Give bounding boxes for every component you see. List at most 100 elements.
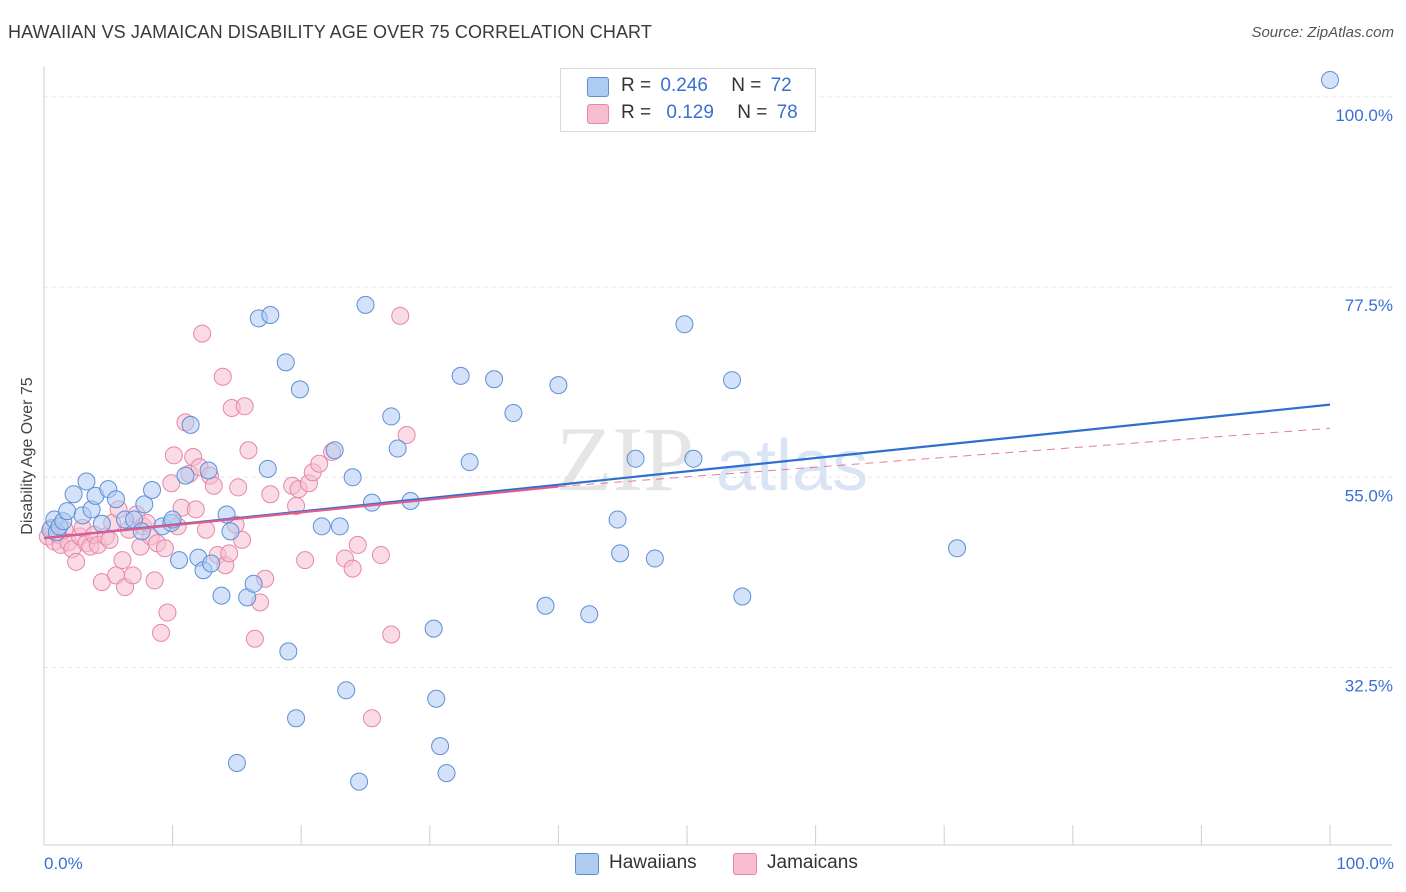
hawaiian-point	[608, 510, 627, 529]
y-tick-label: 32.5%	[1345, 676, 1393, 695]
hawaiian-point	[388, 439, 407, 458]
hawaiian-point	[261, 305, 280, 324]
hawaiian-point	[645, 549, 664, 568]
n-label: N =	[731, 75, 762, 96]
jamaican-point	[162, 474, 181, 493]
hawaiian-point	[504, 404, 523, 423]
x-tick-label-max: 100.0%	[1336, 854, 1394, 873]
hawaiian-point	[948, 539, 967, 558]
jamaican-point	[193, 324, 212, 343]
hawaiian-point	[1321, 71, 1339, 89]
jamaican-point	[310, 454, 329, 473]
hawaiian-point	[64, 485, 83, 504]
hawaiian-point	[279, 642, 298, 661]
jamaican-point	[197, 520, 216, 539]
jamaican-point	[113, 551, 132, 570]
hawaiian-point	[611, 544, 630, 563]
jamaican-point	[158, 603, 177, 622]
hawaiian-point	[227, 754, 246, 773]
y-tick-label: 100.0%	[1335, 106, 1393, 125]
hawaiian-point	[549, 376, 568, 395]
hawaiian-point	[221, 522, 240, 541]
hawaiian-point	[424, 619, 443, 638]
jamaican-point	[213, 367, 232, 386]
jamaican-point	[391, 306, 410, 325]
trendlines	[43, 403, 1331, 540]
hawaiian-point	[212, 586, 231, 605]
jamaican-point	[123, 566, 142, 585]
hawaiian-point	[132, 522, 151, 541]
hawaiian-point	[485, 370, 504, 389]
hawaiian-point	[181, 415, 200, 434]
r-value-jamaicans: 0.129	[666, 102, 714, 123]
jamaican-point	[239, 441, 258, 460]
hawaiian-point	[356, 295, 375, 314]
correlation-legend: R = 0.246 N = 72 R = 0.129 N = 78	[560, 68, 816, 132]
y-tick-label: 55.0%	[1345, 486, 1393, 505]
hawaiian-point	[92, 514, 111, 533]
hawaiian-point	[244, 574, 263, 593]
hawaiian-point	[382, 407, 401, 426]
hawaiian-point	[427, 689, 446, 708]
jamaican-point	[371, 546, 390, 565]
jamaican-point	[245, 629, 264, 648]
jamaican-point	[296, 551, 315, 570]
hawaiian-point	[107, 490, 126, 509]
hawaiian-point	[536, 596, 555, 615]
n-value-hawaiians: 72	[770, 75, 792, 96]
n-label: N =	[737, 102, 768, 123]
jamaican-point	[100, 530, 119, 549]
hawaiian-point	[325, 441, 344, 460]
watermark-zip: ZIP	[556, 408, 694, 510]
hawaiian-point	[675, 315, 694, 334]
hawaiian-point	[437, 764, 456, 783]
jamaican-point	[186, 500, 205, 519]
r-value-hawaiians: 0.246	[660, 75, 708, 96]
hawaiian-legend-swatch	[575, 853, 599, 875]
n-value-jamaicans: 78	[776, 102, 798, 123]
legend-label-jamaicans: Jamaicans	[767, 852, 858, 873]
hawaiian-point	[58, 502, 77, 521]
jamaican-point	[382, 625, 401, 644]
hawaiian-point	[199, 461, 218, 480]
hawaiian-point	[684, 449, 703, 468]
hawaiian-point	[723, 371, 742, 390]
jamaican-point	[397, 426, 416, 445]
hawaiian-point	[77, 472, 96, 491]
y-tick-label: 77.5%	[1345, 296, 1393, 315]
hawaiian-point	[258, 459, 277, 478]
hawaiian-point	[337, 681, 356, 700]
source-label: Source: ZipAtlas.com	[1251, 24, 1394, 41]
jamaican-point	[164, 446, 183, 465]
jamaican-point	[235, 397, 254, 416]
hawaiian-point	[431, 737, 450, 756]
hawaiian-point	[287, 709, 306, 728]
hawaiian-swatch	[587, 77, 609, 97]
jamaican-point	[67, 552, 86, 571]
axes	[43, 66, 1392, 846]
r-label: R =	[621, 102, 652, 123]
jamaican-point	[362, 709, 381, 728]
jamaican-point	[220, 544, 239, 563]
hawaiian-point	[460, 453, 479, 472]
hawaiian-point	[202, 554, 221, 573]
hawaiian-point	[733, 587, 752, 606]
hawaiian-point	[330, 517, 349, 536]
hawaiian-point	[143, 480, 162, 499]
hawaiian-point	[580, 605, 599, 624]
jamaican-point	[348, 535, 367, 554]
jamaican-point	[343, 559, 362, 578]
hawaiian-point	[176, 466, 195, 485]
tick-labels: 32.5% 55.0% 77.5% 100.0% 0.0% 100.0%	[44, 106, 1394, 873]
jamaican-point	[152, 623, 171, 642]
jamaican-point	[229, 478, 248, 497]
hawaiian-point	[170, 551, 189, 570]
hawaiian-point	[343, 468, 362, 487]
jamaican-point	[204, 476, 223, 495]
hawaiian-point	[290, 380, 309, 399]
hawaiian-point	[350, 772, 369, 791]
jamaican-point	[145, 571, 164, 590]
jamaican-legend-swatch	[733, 853, 757, 875]
chart-title: HAWAIIAN VS JAMAICAN DISABILITY AGE OVER…	[8, 22, 652, 42]
